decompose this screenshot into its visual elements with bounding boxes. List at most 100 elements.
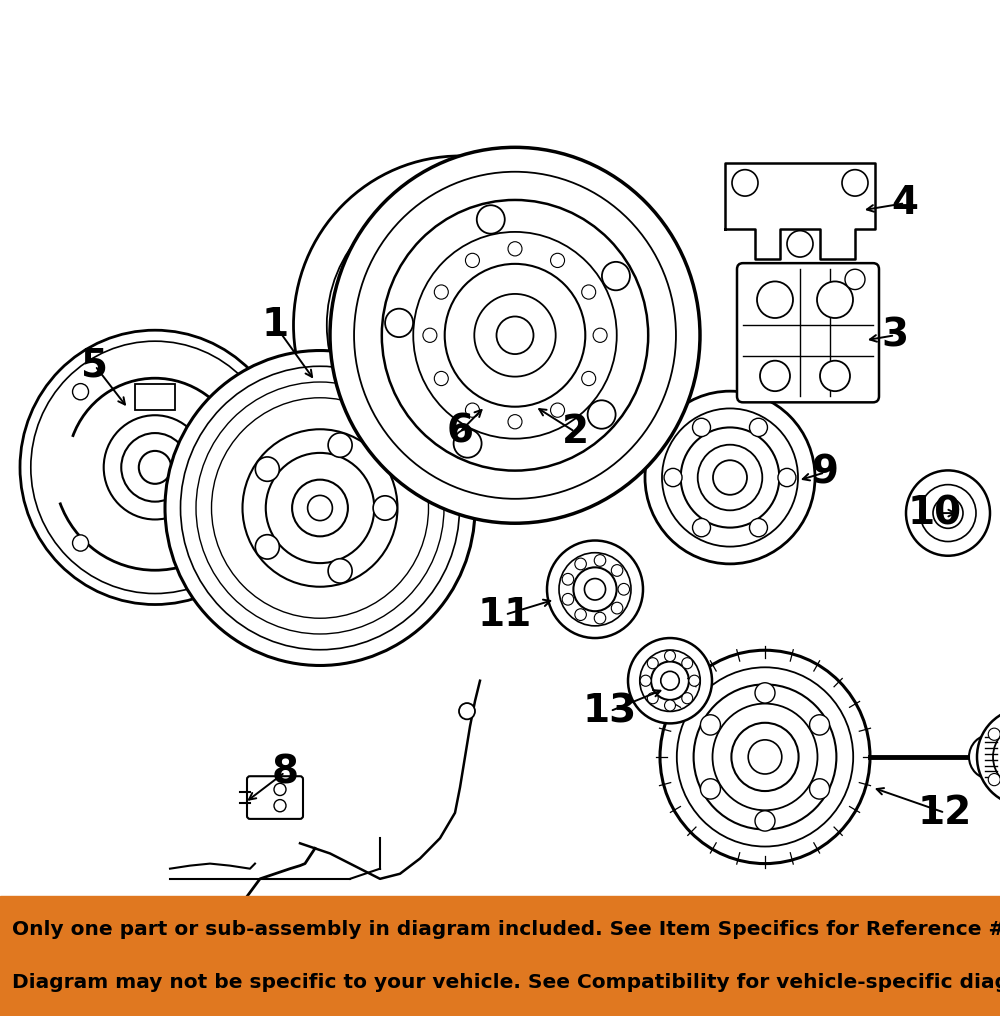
Circle shape — [582, 372, 596, 386]
Circle shape — [689, 676, 700, 686]
Text: Diagram may not be specific to your vehicle. See Compatibility for vehicle-speci: Diagram may not be specific to your vehi… — [12, 973, 1000, 992]
Circle shape — [651, 661, 689, 700]
Circle shape — [255, 457, 279, 482]
Circle shape — [382, 200, 648, 470]
Circle shape — [842, 170, 868, 196]
Text: 3: 3 — [881, 316, 909, 355]
Circle shape — [459, 703, 475, 719]
Circle shape — [575, 558, 586, 570]
Circle shape — [121, 433, 189, 502]
Circle shape — [274, 783, 286, 796]
Circle shape — [700, 715, 720, 736]
Circle shape — [104, 416, 206, 519]
Circle shape — [810, 715, 830, 736]
Circle shape — [845, 269, 865, 290]
Text: 11: 11 — [478, 595, 532, 634]
Circle shape — [749, 419, 767, 437]
Circle shape — [221, 534, 237, 551]
Circle shape — [693, 518, 711, 536]
Circle shape — [611, 602, 623, 614]
Circle shape — [817, 281, 853, 318]
Circle shape — [755, 811, 775, 831]
Circle shape — [508, 415, 522, 429]
Circle shape — [465, 253, 479, 267]
FancyBboxPatch shape — [135, 384, 175, 409]
Circle shape — [810, 779, 830, 800]
Circle shape — [681, 428, 779, 527]
Circle shape — [385, 309, 413, 337]
Text: 5: 5 — [82, 346, 108, 385]
Circle shape — [700, 778, 720, 799]
Circle shape — [547, 541, 643, 638]
Polygon shape — [725, 163, 875, 259]
Circle shape — [73, 534, 89, 551]
Circle shape — [755, 683, 775, 703]
Text: Only one part or sub-assembly in diagram included. See Item Specifics for Refere: Only one part or sub-assembly in diagram… — [12, 920, 1000, 939]
Circle shape — [573, 567, 617, 612]
Bar — [0, 896, 1000, 1016]
Circle shape — [328, 559, 352, 583]
Text: 10: 10 — [908, 494, 962, 532]
Circle shape — [274, 800, 286, 812]
Circle shape — [969, 735, 1000, 779]
Circle shape — [611, 565, 623, 576]
Circle shape — [593, 328, 607, 342]
Circle shape — [933, 498, 963, 528]
Text: 13: 13 — [583, 692, 637, 731]
Circle shape — [787, 231, 813, 257]
Circle shape — [988, 728, 1000, 741]
Circle shape — [242, 429, 398, 587]
Circle shape — [820, 361, 850, 391]
Circle shape — [645, 391, 815, 564]
Text: 9: 9 — [812, 453, 838, 492]
Circle shape — [906, 470, 990, 556]
Circle shape — [308, 496, 332, 520]
Circle shape — [423, 328, 437, 342]
Circle shape — [551, 403, 565, 418]
Circle shape — [454, 429, 482, 457]
Circle shape — [373, 496, 397, 520]
Circle shape — [221, 384, 237, 400]
Text: 4: 4 — [892, 184, 918, 223]
Circle shape — [977, 708, 1000, 806]
Circle shape — [20, 330, 290, 605]
Circle shape — [328, 433, 352, 457]
Circle shape — [640, 676, 651, 686]
Text: 8: 8 — [272, 753, 298, 791]
Circle shape — [732, 170, 758, 196]
Circle shape — [73, 384, 89, 400]
Circle shape — [682, 657, 693, 669]
Circle shape — [562, 573, 574, 585]
Circle shape — [562, 593, 574, 606]
Circle shape — [434, 284, 448, 299]
Text: 1: 1 — [261, 306, 289, 344]
Circle shape — [139, 451, 171, 484]
Circle shape — [575, 609, 586, 621]
Text: 7: 7 — [231, 941, 259, 979]
Circle shape — [731, 722, 799, 791]
Circle shape — [255, 534, 279, 559]
Circle shape — [988, 773, 1000, 785]
Text: 12: 12 — [918, 793, 972, 832]
FancyBboxPatch shape — [737, 263, 879, 402]
Circle shape — [628, 638, 712, 723]
Circle shape — [660, 650, 870, 864]
Circle shape — [694, 685, 836, 829]
Circle shape — [757, 281, 793, 318]
Circle shape — [618, 583, 630, 595]
Circle shape — [508, 242, 522, 256]
Circle shape — [496, 316, 534, 355]
Circle shape — [594, 613, 606, 624]
Circle shape — [165, 351, 475, 665]
Circle shape — [551, 253, 565, 267]
Circle shape — [664, 468, 682, 487]
Circle shape — [294, 156, 626, 495]
Circle shape — [665, 650, 675, 661]
Circle shape — [749, 518, 767, 536]
Circle shape — [778, 468, 796, 487]
Circle shape — [647, 693, 658, 704]
Circle shape — [465, 403, 479, 418]
Text: 6: 6 — [446, 412, 474, 451]
Circle shape — [434, 372, 448, 386]
Circle shape — [682, 693, 693, 704]
